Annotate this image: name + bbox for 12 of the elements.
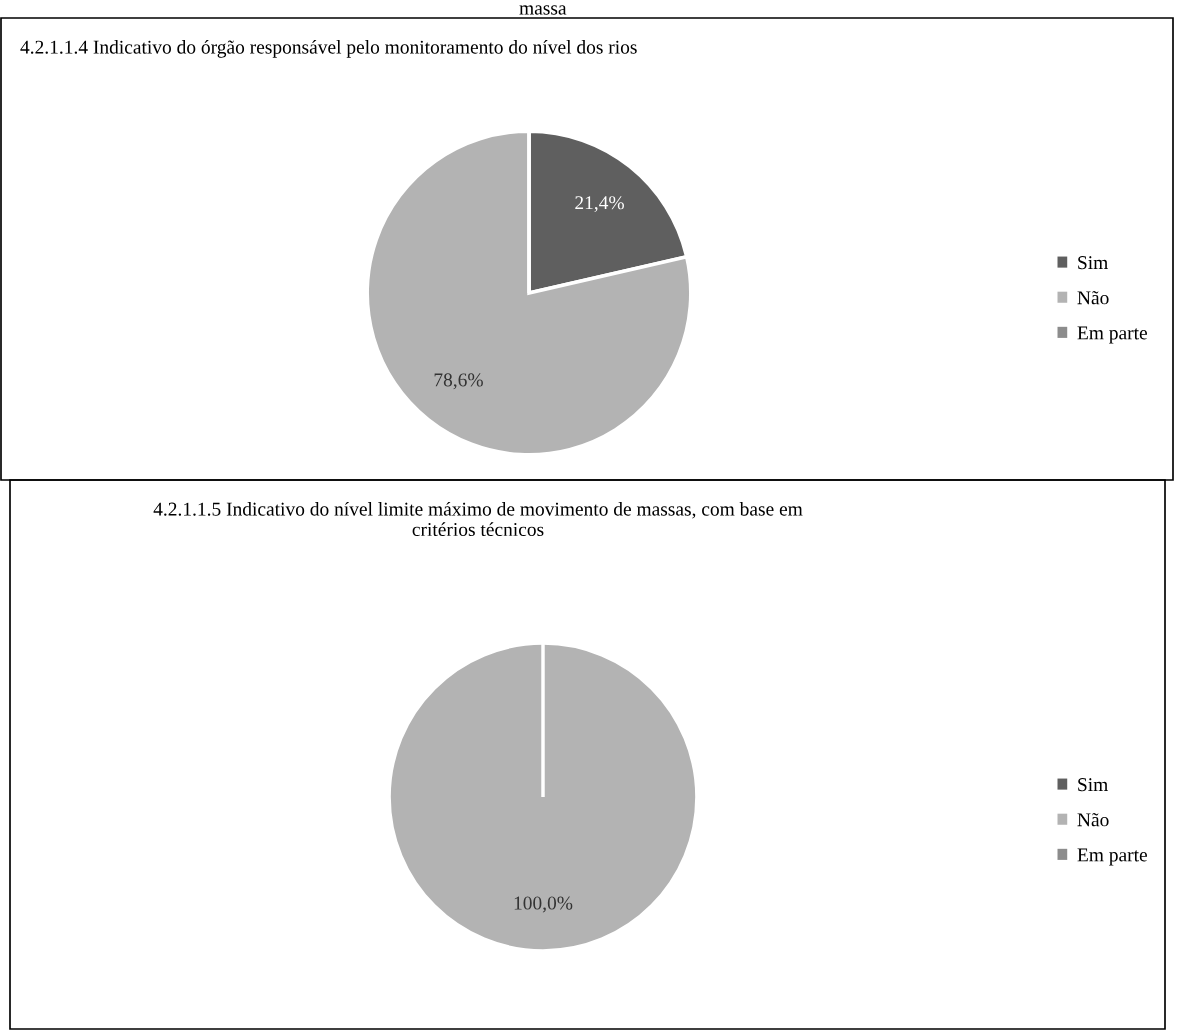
text: massa: [519, 5, 567, 15]
chart-title: 4.2.1.1.5 Indicativo do nível limite máximo de movimento de massas, com base em critérios técnicos: [153, 501, 803, 537]
legend-label: Não: [1077, 291, 1109, 305]
chart-title: 4.2.1.1.4 Indicativo do órgão responsável pelo monitoramento do nível dos rios: [20, 40, 637, 58]
legend-label: Em parte: [1077, 848, 1147, 866]
legend-label: Sim: [1078, 256, 1108, 270]
legend-label: Não: [1077, 813, 1109, 827]
data-label: 78,6%: [434, 373, 483, 390]
legend-label: Em parte: [1077, 326, 1147, 344]
data-label: 100,0%: [514, 896, 573, 913]
legend-label: Sim: [1078, 778, 1108, 792]
data-label: 21,4%: [575, 196, 624, 213]
